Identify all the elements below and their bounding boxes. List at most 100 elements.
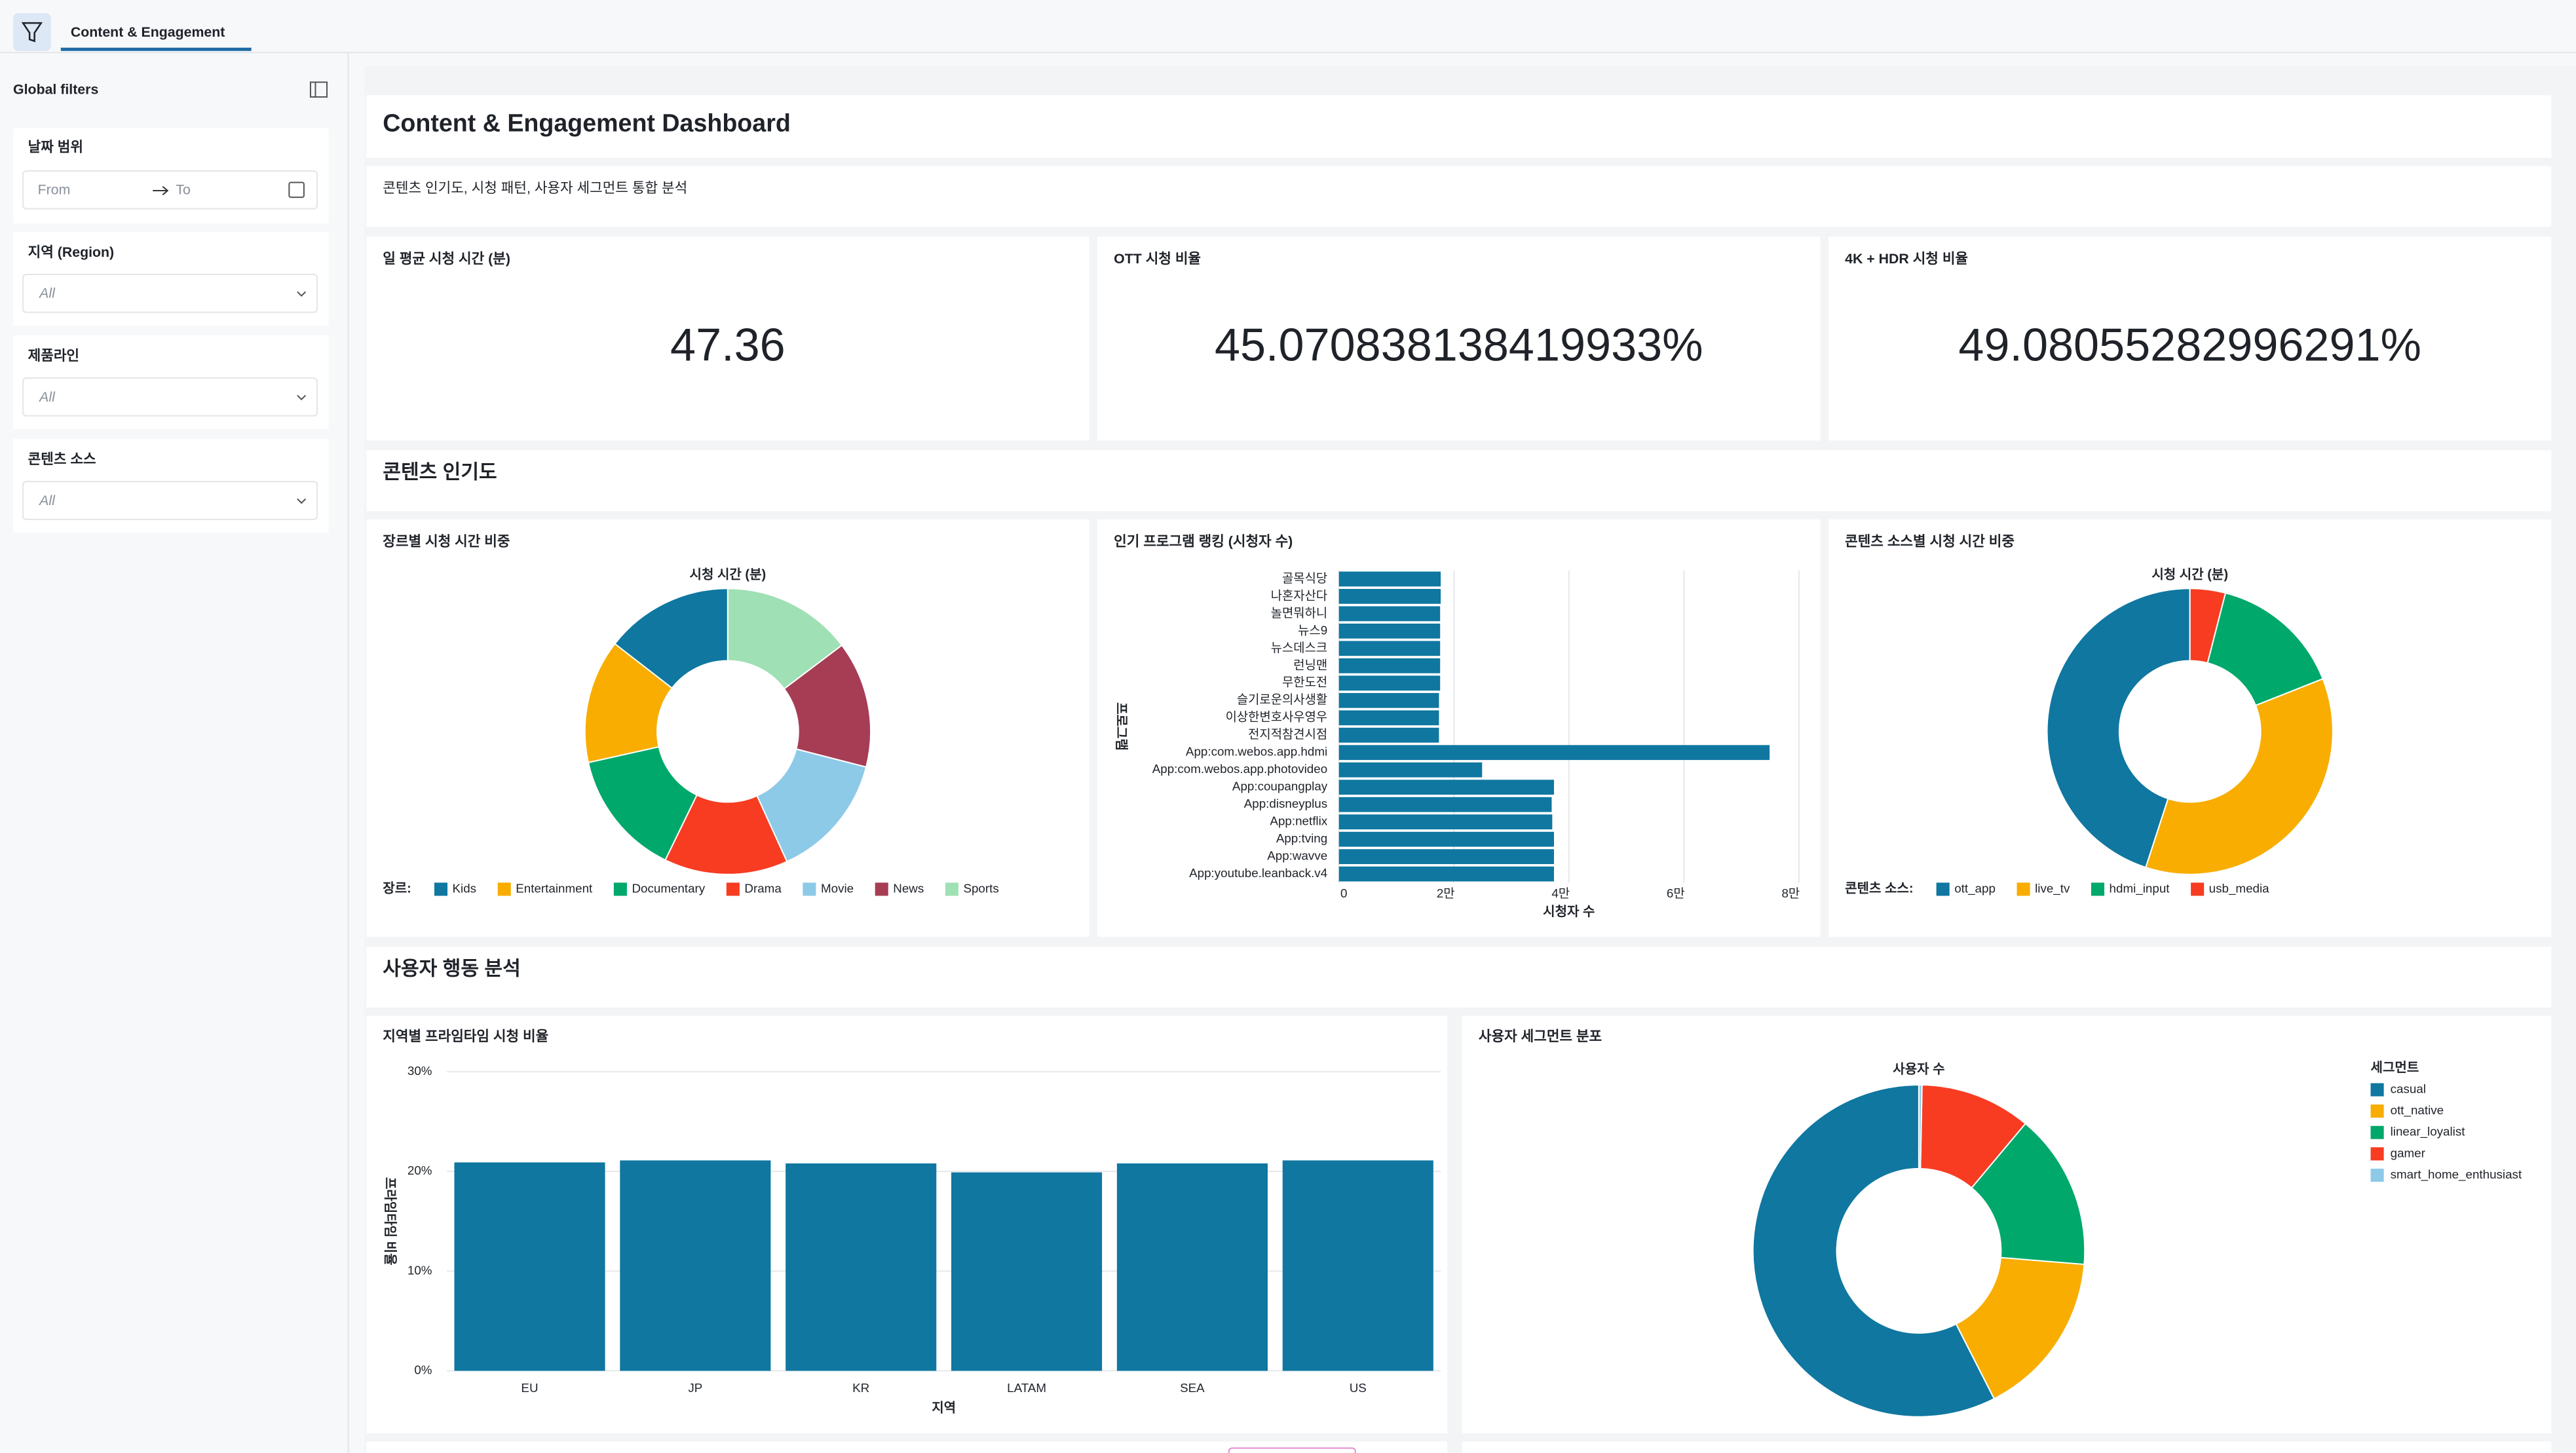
y-tick-label: App:disneyplus <box>1244 797 1327 810</box>
legend-swatch <box>2370 1147 2384 1161</box>
y-axis-label: 프로그램 <box>1114 702 1129 751</box>
x-tick-label: 4만 <box>1551 886 1570 900</box>
y-tick-label: 30% <box>407 1064 432 1078</box>
section-card <box>366 450 2552 512</box>
donut-slice <box>584 643 673 764</box>
donut-slice <box>2046 588 2191 869</box>
collapse-icon[interactable] <box>309 81 328 98</box>
kpi-card <box>1828 236 2552 441</box>
chart-title: 장르별 시청 시간 비중 <box>383 534 510 550</box>
legend-label: Documentary <box>632 881 705 895</box>
filter-button[interactable] <box>13 13 51 51</box>
bar <box>951 1172 1103 1371</box>
kpi-card <box>1097 236 1821 441</box>
select[interactable] <box>22 274 318 313</box>
y-tick-label: App:youtube.leanback.v4 <box>1189 866 1327 880</box>
select[interactable] <box>22 377 318 417</box>
y-tick-label: App:netflix <box>1270 814 1327 828</box>
x-tick-label: JP <box>688 1381 702 1395</box>
legend-swatch <box>1936 882 1950 896</box>
select[interactable] <box>22 481 318 520</box>
select-value: All <box>38 286 56 301</box>
kpi-value: 49.08055282996291% <box>1958 318 2421 370</box>
bar <box>1338 710 1439 726</box>
kpi-label: 일 평균 시청 시간 (분) <box>383 251 510 267</box>
legend-label: Entertainment <box>516 881 593 895</box>
chart-title: 사용자 세그먼트 분포 <box>1479 1028 1602 1044</box>
chart-card <box>1462 1441 2552 1453</box>
kpi-label: OTT 시청 비율 <box>1114 251 1201 267</box>
x-axis-label: 지역 <box>932 1401 956 1416</box>
bar <box>454 1162 605 1371</box>
legend-title: 콘텐츠 소스: <box>1845 881 1913 896</box>
legend-label: ott_app <box>1954 881 1996 896</box>
section-title: 콘텐츠 인기도 <box>383 462 497 483</box>
legend-label: casual <box>2391 1082 2426 1095</box>
legend-label: Movie <box>821 881 854 895</box>
select-value: All <box>38 389 56 405</box>
y-tick-label: App:com.webos.app.photovideo <box>1152 762 1327 776</box>
kpi-value: 47.36 <box>670 318 786 370</box>
y-axis-label: 프라임타임 비율 <box>383 1177 398 1266</box>
y-tick-label: 전지적참견시점 <box>1248 727 1327 741</box>
chart-subtitle: 시청 시간 (분) <box>690 567 767 582</box>
donut-slice <box>2207 592 2324 707</box>
bar <box>1338 658 1441 673</box>
y-tick-label: 런닝맨 <box>1293 658 1327 671</box>
button[interactable] <box>1228 1447 1356 1453</box>
bar <box>1338 675 1441 691</box>
bar <box>1338 866 1554 882</box>
bar <box>1338 606 1441 622</box>
x-tick-label: LATAM <box>1007 1381 1046 1395</box>
calendar-icon[interactable] <box>288 181 305 198</box>
legend-swatch <box>2370 1125 2384 1139</box>
y-tick-label: 뉴스9 <box>1298 623 1327 637</box>
legend-swatch <box>2191 882 2205 896</box>
y-tick-label: App:tving <box>1276 831 1327 845</box>
legend-swatch <box>2091 882 2105 896</box>
section-title: 사용자 행동 분석 <box>383 958 520 979</box>
date-input[interactable] <box>22 170 318 210</box>
y-tick-label: 놀면뭐하니 <box>1271 606 1327 620</box>
bar <box>1338 745 1770 761</box>
bar <box>1338 780 1554 795</box>
subtitle-card <box>366 166 2552 227</box>
tab[interactable]: Content & Engagement <box>71 24 225 40</box>
donut-slice <box>727 588 843 690</box>
bar <box>786 1163 937 1371</box>
legend-swatch <box>434 882 448 896</box>
x-axis-label: 시청자 수 <box>1543 904 1595 919</box>
legend-label: smart_home_enthusiast <box>2391 1167 2522 1182</box>
select-value: All <box>38 493 56 508</box>
y-tick-label: 0% <box>414 1363 432 1377</box>
legend-label: linear_loyalist <box>2391 1125 2466 1139</box>
y-tick-label: 이상한변호사우영우 <box>1226 710 1328 724</box>
bar <box>1338 727 1439 743</box>
x-tick-label: KR <box>852 1381 869 1395</box>
legend-label: News <box>893 881 924 895</box>
chart-title: 지역별 프라임타임 시청 비율 <box>383 1028 548 1044</box>
x-tick-label: 6만 <box>1667 886 1685 900</box>
legend-label: ott_native <box>2391 1103 2444 1118</box>
y-tick-label: App:wavve <box>1267 849 1327 863</box>
donut-slice <box>1918 1084 1923 1169</box>
bar <box>620 1160 771 1371</box>
chevron <box>297 394 307 401</box>
bar <box>1338 623 1441 639</box>
legend-swatch <box>726 882 740 896</box>
x-tick-label: 8만 <box>1781 886 1800 900</box>
legend-swatch <box>2017 882 2030 896</box>
chart-title: 인기 프로그램 랭킹 (시청자 수) <box>1114 534 1293 550</box>
donut-slice <box>614 588 729 689</box>
chart-title: 콘텐츠 소스별 시청 시간 비중 <box>1845 534 2015 550</box>
bar <box>1338 797 1552 812</box>
legend-label: usb_media <box>2209 881 2269 896</box>
donut-slice <box>2145 677 2334 875</box>
filter-label: 콘텐츠 소스 <box>28 451 96 467</box>
y-tick-label: 나혼자산다 <box>1271 588 1327 602</box>
y-tick-label: 무한도전 <box>1282 675 1327 689</box>
bar <box>1338 814 1553 830</box>
donut-slice <box>1971 1122 2086 1266</box>
